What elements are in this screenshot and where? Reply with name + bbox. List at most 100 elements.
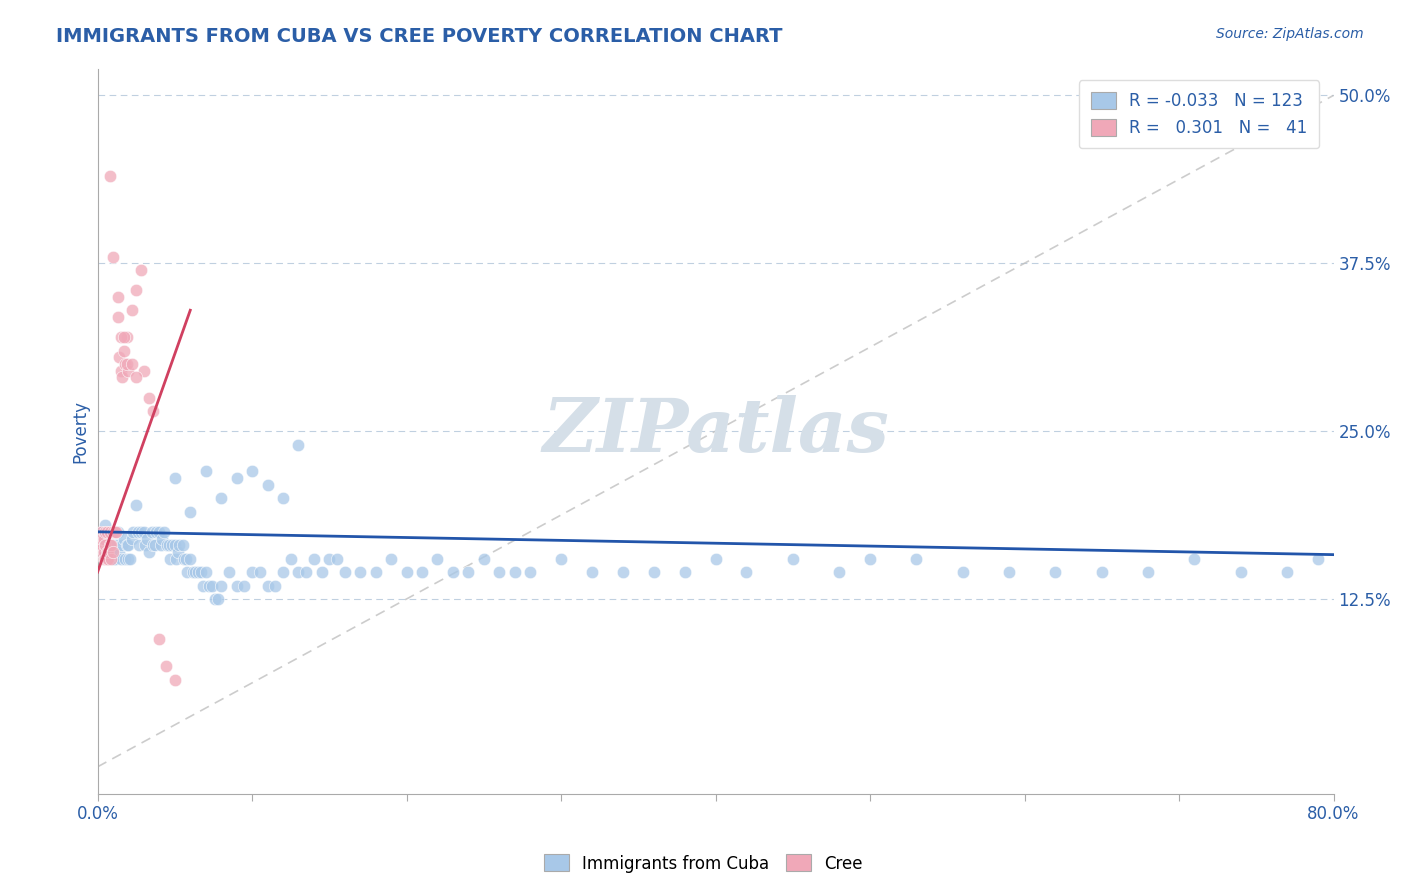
Point: [204, 591, 226, 606]
Point: [121, 532, 143, 546]
Point: [105, 538, 128, 552]
Point: [148, 524, 170, 539]
Point: [101, 524, 124, 539]
Point: [153, 524, 176, 539]
Point: [349, 565, 371, 579]
Point: [138, 391, 160, 405]
Legend: Immigrants from Cuba, Cree: Immigrants from Cuba, Cree: [537, 847, 869, 880]
Point: [172, 538, 194, 552]
Point: [111, 538, 134, 552]
Point: [240, 464, 263, 478]
Point: [100, 551, 122, 566]
Point: [132, 524, 155, 539]
Point: [96, 551, 118, 566]
Point: [107, 310, 129, 324]
Point: [271, 565, 294, 579]
Point: [207, 591, 229, 606]
Point: [488, 565, 510, 579]
Point: [472, 551, 495, 566]
Point: [90, 524, 112, 539]
Point: [90, 538, 112, 552]
Point: [148, 632, 170, 647]
Point: [110, 551, 132, 566]
Point: [183, 565, 205, 579]
Point: [112, 532, 135, 546]
Point: [112, 330, 135, 344]
Point: [93, 545, 115, 559]
Point: [209, 578, 232, 592]
Point: [187, 565, 209, 579]
Point: [184, 565, 207, 579]
Point: [194, 565, 217, 579]
Point: [311, 565, 333, 579]
Point: [136, 532, 159, 546]
Point: [93, 532, 115, 546]
Point: [287, 437, 309, 451]
Point: [94, 551, 117, 566]
Point: [271, 491, 294, 506]
Point: [191, 578, 214, 592]
Point: [179, 505, 201, 519]
Point: [194, 464, 217, 478]
Point: [145, 524, 167, 539]
Point: [129, 263, 152, 277]
Point: [129, 524, 152, 539]
Point: [165, 551, 187, 566]
Point: [218, 565, 240, 579]
Point: [225, 578, 247, 592]
Point: [97, 551, 120, 566]
Point: [152, 532, 174, 546]
Point: [122, 524, 145, 539]
Point: [155, 659, 177, 673]
Point: [704, 551, 727, 566]
Point: [782, 551, 804, 566]
Y-axis label: Poverty: Poverty: [72, 400, 89, 463]
Point: [256, 578, 278, 592]
Point: [643, 565, 665, 579]
Point: [101, 250, 124, 264]
Point: [115, 538, 138, 552]
Point: [612, 565, 634, 579]
Point: [128, 538, 150, 552]
Point: [98, 538, 121, 552]
Point: [735, 565, 758, 579]
Point: [134, 538, 156, 552]
Point: [380, 551, 402, 566]
Point: [159, 551, 181, 566]
Point: [121, 303, 143, 318]
Point: [287, 565, 309, 579]
Point: [249, 565, 271, 579]
Point: [94, 524, 117, 539]
Point: [673, 565, 696, 579]
Point: [828, 565, 851, 579]
Point: [125, 370, 148, 384]
Point: [94, 545, 117, 559]
Point: [1137, 565, 1160, 579]
Point: [156, 538, 179, 552]
Point: [149, 538, 172, 552]
Point: [142, 404, 165, 418]
Point: [256, 478, 278, 492]
Point: [167, 545, 190, 559]
Point: [280, 551, 302, 566]
Point: [233, 578, 256, 592]
Point: [114, 551, 136, 566]
Point: [101, 545, 124, 559]
Point: [125, 498, 148, 512]
Point: [101, 524, 124, 539]
Point: [118, 551, 141, 566]
Point: [115, 330, 138, 344]
Point: [96, 545, 118, 559]
Point: [952, 565, 974, 579]
Point: [121, 357, 143, 371]
Point: [179, 551, 201, 566]
Point: [97, 545, 120, 559]
Point: [110, 364, 132, 378]
Point: [98, 524, 121, 539]
Point: [169, 538, 191, 552]
Point: [1306, 551, 1329, 566]
Point: [326, 551, 349, 566]
Point: [127, 524, 149, 539]
Point: [94, 538, 117, 552]
Point: [333, 565, 356, 579]
